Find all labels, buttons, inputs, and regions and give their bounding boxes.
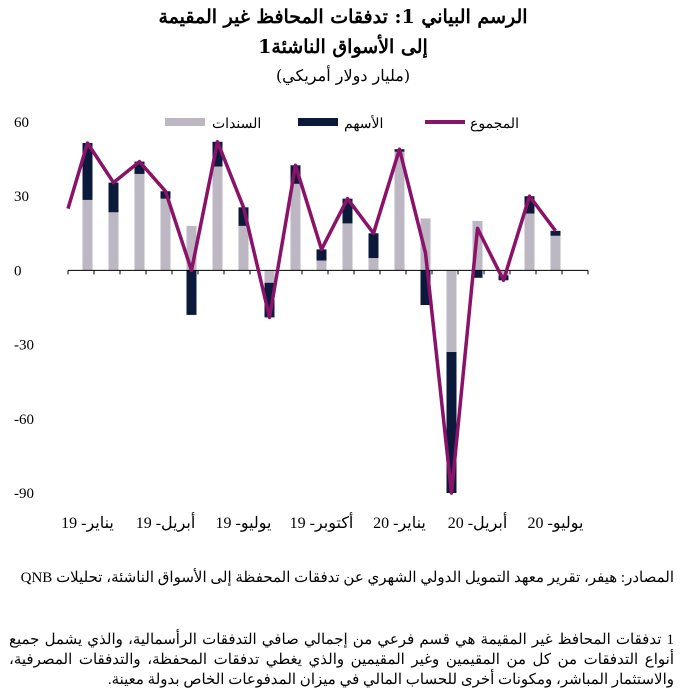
- equities-bar: [446, 352, 457, 493]
- chart-unit: (مليار دولار أمريكي): [275, 66, 411, 85]
- bonds-bar: [290, 183, 301, 271]
- bonds-bar: [368, 258, 379, 271]
- bonds-bar: [524, 213, 535, 271]
- equities-bar: [524, 196, 535, 214]
- bonds-bar: [238, 225, 249, 271]
- equities-bar: [342, 198, 353, 224]
- equities-bar: [82, 143, 93, 200]
- equities-bar: [238, 207, 249, 226]
- legend-bonds-label: السندات: [212, 117, 261, 132]
- bonds-bar: [82, 199, 93, 271]
- bonds-bar: [550, 235, 561, 271]
- total-line: [66, 140, 557, 495]
- y-tick-label: -90: [14, 486, 34, 502]
- x-tick-label: يوليو- 19: [215, 515, 271, 532]
- legend-equities-label: الأسهم: [344, 114, 383, 132]
- y-tick-label: 60: [14, 115, 29, 131]
- y-tick-label: -60: [14, 412, 34, 428]
- chart-title: الرسم البياني 1: تدفقات المحافظ غير المق…: [158, 6, 528, 28]
- y-tick-label: 30: [14, 189, 29, 205]
- source-note: المصادر: هيفر، تقرير معهد التمويل الدولي…: [20, 570, 674, 586]
- bonds-bar: [186, 225, 197, 271]
- x-tick-label: يناير- 20: [373, 515, 426, 532]
- portfolio-flows-chart: 60 30 0 -30 -60 -90 يناير- 19 أبريل- 19 يوليو- 1…: [14, 114, 589, 532]
- bonds-bar: [160, 198, 171, 271]
- bonds-bar: [420, 218, 431, 271]
- y-tick-label: 0: [14, 263, 22, 279]
- bonds-bar: [264, 270, 275, 283]
- x-tick-label: أبريل- 19: [136, 512, 196, 532]
- bonds-bar: [498, 270, 509, 276]
- x-tick-label: يوليو- 20: [527, 515, 583, 532]
- equities-bar: [472, 270, 483, 278]
- bonds-bar: [342, 223, 353, 271]
- x-tick-label: أكتوبر- 19: [290, 512, 354, 532]
- legend-equities-swatch: [298, 118, 338, 126]
- bonds-bar: [446, 270, 457, 353]
- equities-bar: [186, 270, 197, 315]
- footnote: 1 تدفقات المحافظ غير المقيمة هي قسم فرعي…: [9, 632, 674, 688]
- equities-bar: [316, 249, 327, 261]
- equities-bar: [420, 270, 431, 306]
- chart-title-line2: إلى الأسواق الناشئة1: [258, 36, 428, 58]
- equities-bar: [264, 282, 275, 318]
- bonds-bar: [134, 173, 145, 271]
- equities-bar: [108, 182, 119, 213]
- legend-total-label: المجموع: [470, 117, 519, 132]
- bonds-bar: [108, 212, 119, 271]
- y-tick-label: -30: [14, 338, 34, 354]
- x-tick-label: أبريل- 20: [448, 512, 508, 532]
- bonds-bar: [394, 151, 405, 271]
- bonds-bar: [316, 260, 327, 271]
- equities-bar: [550, 230, 561, 236]
- equities-bar: [368, 233, 379, 259]
- equities-bar: [134, 161, 145, 174]
- bonds-bar: [212, 166, 223, 271]
- legend-bonds-swatch: [165, 118, 205, 126]
- equities-bar: [212, 141, 223, 167]
- x-tick-label: يناير- 19: [61, 515, 114, 532]
